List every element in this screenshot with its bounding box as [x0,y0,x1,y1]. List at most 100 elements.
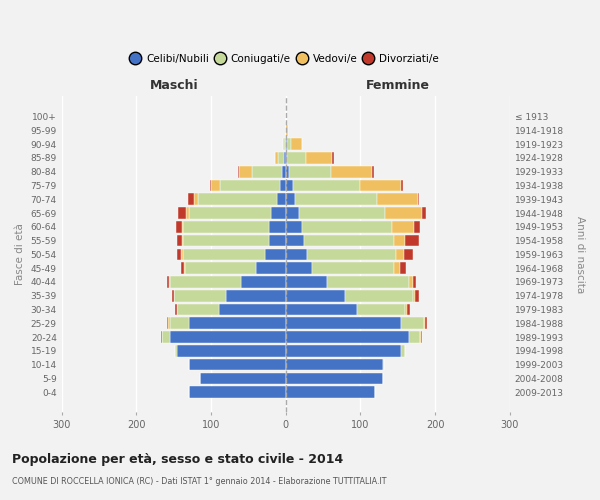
Bar [420,331,421,343]
Bar [265,248,286,260]
Y-axis label: Anni di nascita: Anni di nascita [575,216,585,293]
Bar [178,345,286,356]
Bar [286,152,287,164]
Bar [286,386,376,398]
Bar [405,304,407,316]
Bar [280,180,286,192]
Bar [332,152,334,164]
Bar [188,318,286,329]
Bar [194,194,199,205]
Bar [181,262,184,274]
Bar [405,234,419,246]
Bar [211,180,220,192]
Bar [414,221,420,232]
Bar [188,207,271,219]
Text: Popolazione per età, sesso e stato civile - 2014: Popolazione per età, sesso e stato civil… [12,452,343,466]
Bar [269,221,286,232]
Bar [286,372,383,384]
Bar [282,166,286,177]
Bar [413,276,416,288]
Bar [199,194,277,205]
Bar [209,180,211,192]
Bar [286,234,304,246]
Bar [286,138,287,150]
Bar [286,262,312,274]
Text: Femmine: Femmine [366,79,430,92]
Bar [295,194,377,205]
Bar [218,304,286,316]
Bar [425,318,427,329]
Bar [256,262,286,274]
Bar [175,304,178,316]
Bar [346,290,413,302]
Bar [184,262,185,274]
Bar [182,234,184,246]
Bar [162,331,163,343]
Bar [407,304,410,316]
Bar [286,124,288,136]
Bar [413,290,415,302]
Bar [185,262,256,274]
Bar [394,234,405,246]
Bar [377,194,418,205]
Bar [271,207,286,219]
Bar [181,248,182,260]
Bar [422,207,426,219]
Bar [286,331,409,343]
Bar [287,152,306,164]
Bar [163,331,170,343]
Bar [401,345,405,356]
Bar [167,276,169,288]
Bar [269,234,286,246]
Bar [287,138,291,150]
Y-axis label: Fasce di età: Fasce di età [15,224,25,286]
Bar [394,262,400,274]
Bar [284,152,286,164]
Bar [396,248,404,260]
Bar [291,138,302,150]
Bar [182,221,184,232]
Bar [401,180,403,192]
Bar [307,248,396,260]
Text: Maschi: Maschi [149,79,198,92]
Bar [286,358,383,370]
Bar [286,248,307,260]
Bar [277,194,286,205]
Bar [241,276,286,288]
Bar [286,221,302,232]
Bar [278,152,284,164]
Bar [178,234,182,246]
Bar [404,248,413,260]
Bar [286,194,295,205]
Bar [299,207,385,219]
Bar [302,221,392,232]
Bar [226,290,286,302]
Bar [409,276,413,288]
Bar [286,276,327,288]
Bar [327,276,409,288]
Text: COMUNE DI ROCCELLA IONICA (RC) - Dati ISTAT 1° gennaio 2014 - Elaborazione TUTTI: COMUNE DI ROCCELLA IONICA (RC) - Dati IS… [12,478,386,486]
Bar [178,248,181,260]
Bar [361,180,401,192]
Bar [178,207,185,219]
Bar [185,207,188,219]
Bar [275,152,278,164]
Bar [252,166,282,177]
Bar [331,166,371,177]
Bar [400,262,406,274]
Bar [286,318,401,329]
Bar [293,180,361,192]
Bar [188,358,286,370]
Bar [169,276,170,288]
Bar [173,290,226,302]
Bar [415,290,419,302]
Bar [169,318,170,329]
Bar [304,234,394,246]
Bar [238,166,239,177]
Bar [170,276,241,288]
Bar [178,304,218,316]
Bar [286,207,299,219]
Bar [306,152,332,164]
Legend: Celibi/Nubili, Coniugati/e, Vedovi/e, Divorziati/e: Celibi/Nubili, Coniugati/e, Vedovi/e, Di… [130,51,442,68]
Bar [188,194,194,205]
